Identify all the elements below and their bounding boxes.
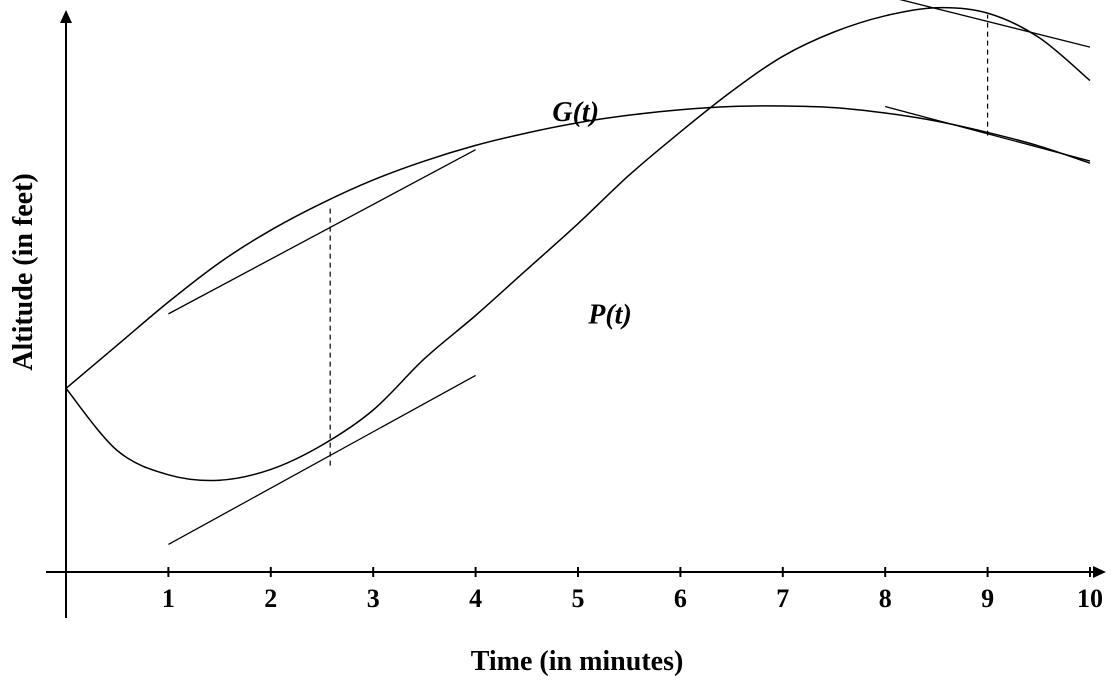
x-tick-label: 6 xyxy=(674,584,687,613)
x-tick-label: 4 xyxy=(469,584,482,613)
curves xyxy=(65,6,1091,482)
tangent-lines xyxy=(168,0,1091,546)
x-axis-title: Time (in minutes) xyxy=(471,646,684,677)
x-tick-label: 7 xyxy=(776,584,789,613)
tangent-line-pt xyxy=(168,374,476,546)
x-tick-label: 3 xyxy=(367,584,380,613)
x-tick-label: 10 xyxy=(1077,584,1103,613)
curve-pt xyxy=(65,6,1091,482)
x-tick-label: 2 xyxy=(264,584,277,613)
x-tick-label: 5 xyxy=(572,584,585,613)
y-axis-arrowhead xyxy=(60,10,72,23)
curve-labels: G(t) P(t) xyxy=(552,97,631,331)
dashed-guides xyxy=(329,14,989,466)
y-axis-title: Altitude (in feet) xyxy=(8,173,39,371)
tangent-line-pt xyxy=(899,0,1091,48)
x-tick-label: 8 xyxy=(879,584,892,613)
x-axis-arrowhead xyxy=(1093,566,1106,578)
tangent-line-gt xyxy=(168,149,476,315)
curve-label-pt: P(t) xyxy=(587,300,632,331)
x-tick-label: 9 xyxy=(981,584,994,613)
curve-label-gt: G(t) xyxy=(552,97,599,128)
x-ticks: 1 2 3 4 5 6 7 8 9 10 xyxy=(162,567,1103,613)
curve-gt xyxy=(65,105,1091,389)
x-tick-label: 1 xyxy=(162,584,175,613)
axes xyxy=(46,10,1106,618)
